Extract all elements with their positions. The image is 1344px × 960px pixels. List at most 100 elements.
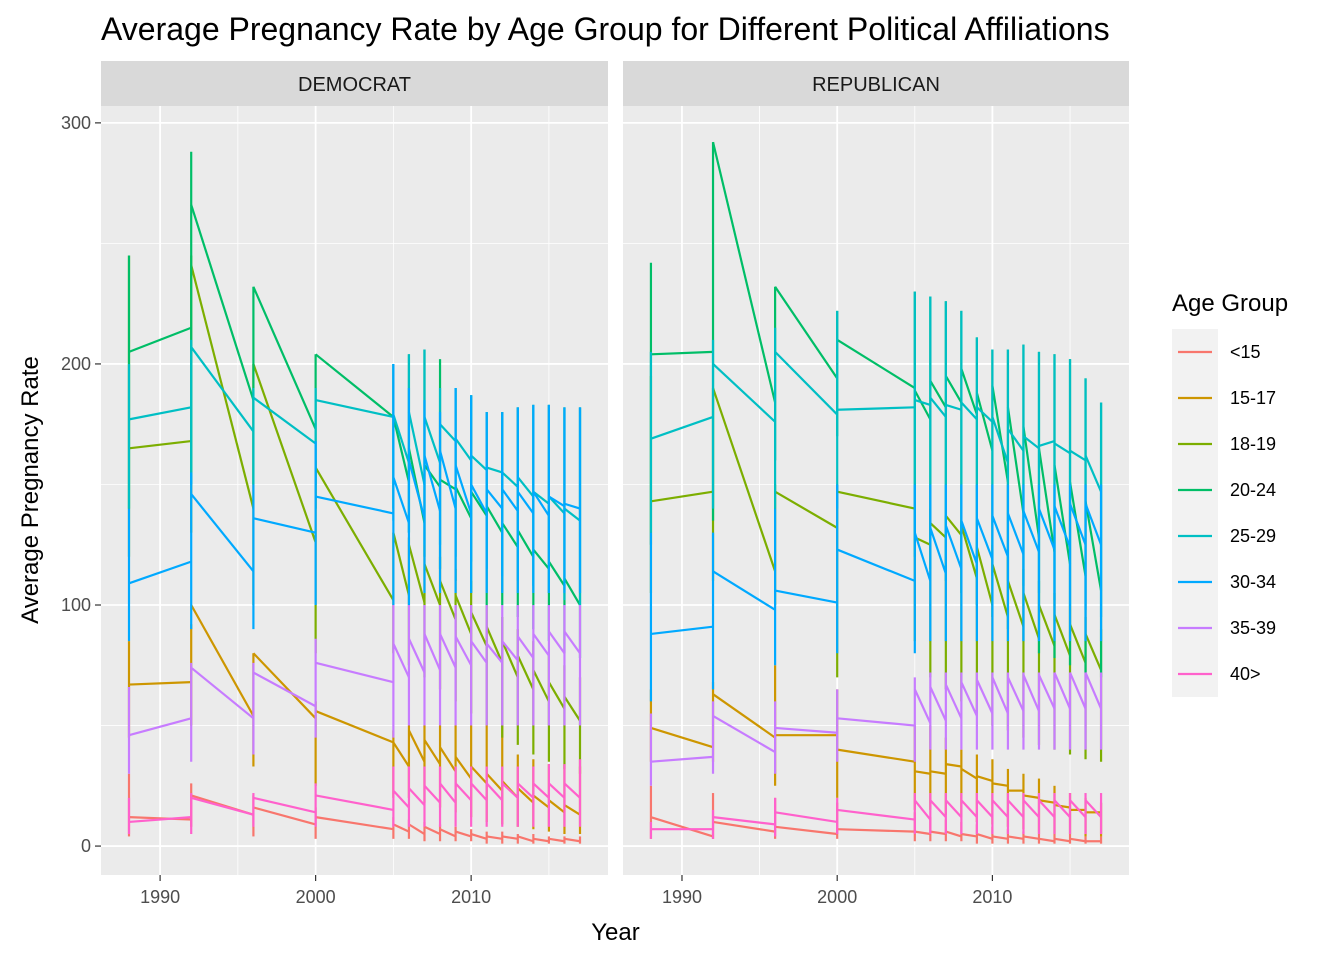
series-segment — [407, 411, 426, 485]
series-segment — [1023, 835, 1040, 840]
y-tick-label: 200 — [61, 354, 91, 374]
series-segment — [252, 286, 317, 430]
series-segment — [929, 380, 947, 408]
series-segment — [128, 439, 192, 450]
series-35-39 — [649, 672, 1103, 786]
series-segment — [439, 580, 457, 620]
facet-strip — [623, 61, 1129, 106]
series-segment — [128, 406, 192, 421]
x-axis-title: Year — [591, 919, 640, 946]
series-segment — [470, 491, 488, 517]
x-tick-label: 2000 — [296, 887, 336, 907]
legend-item-20-24: 20-24 — [1172, 467, 1276, 513]
series-segment — [650, 755, 714, 763]
series-segment — [1037, 508, 1056, 550]
series-segment — [1069, 837, 1086, 843]
series-30-34 — [127, 363, 582, 642]
series-35-39 — [127, 605, 582, 774]
series-segment — [315, 794, 394, 811]
series-segment — [517, 782, 535, 799]
series-segment — [548, 782, 566, 799]
series-segment — [563, 577, 581, 606]
series-segment — [1084, 501, 1103, 591]
series-segment — [407, 638, 426, 673]
x-axis: 1990 2000 2010 — [140, 875, 491, 907]
series-segment — [407, 544, 426, 603]
series-segment — [1084, 633, 1103, 671]
series-segment — [485, 488, 504, 510]
series-segment — [423, 739, 441, 765]
facet-panels: DEMOCRAT 1990 2000 2010 0 100 200 300 REPUBLICAN… — [61, 61, 1129, 907]
series-segment — [454, 635, 473, 666]
series-segment — [913, 688, 932, 724]
series-segment — [976, 406, 994, 423]
series-segment — [516, 635, 535, 659]
series-segment — [485, 782, 504, 802]
series-segment — [439, 782, 457, 804]
series-group — [127, 151, 582, 844]
series-segment — [315, 399, 394, 419]
series-segment — [455, 830, 472, 838]
series-segment — [454, 594, 473, 635]
series-segment — [929, 686, 947, 722]
series-segment — [190, 346, 255, 433]
series-segment — [485, 642, 504, 664]
series-segment — [485, 505, 504, 534]
series-segment — [454, 782, 472, 802]
series-segment — [650, 490, 714, 503]
chart-title: Average Pregnancy Rate by Age Group for … — [101, 11, 1110, 47]
series-segment — [991, 563, 1009, 618]
series-segment — [836, 338, 916, 389]
series-segment — [1053, 799, 1071, 818]
series-segment — [563, 630, 581, 654]
series-segment — [774, 351, 838, 416]
series-segment — [548, 837, 565, 843]
series-segment — [454, 756, 473, 780]
series-segment — [408, 823, 426, 835]
series-segment — [1069, 672, 1087, 710]
series-segment — [944, 684, 963, 719]
series-segment — [992, 782, 1009, 787]
series-segment — [516, 491, 535, 515]
series-segment — [563, 782, 581, 799]
x-tick-label: 2010 — [972, 887, 1012, 907]
series-segment — [1068, 623, 1087, 664]
series-segment — [532, 669, 550, 702]
series-segment — [501, 522, 519, 548]
series-segment — [945, 799, 963, 818]
series-segment — [712, 820, 776, 833]
series-segment — [929, 527, 947, 575]
series-segment — [190, 604, 255, 717]
series-segment — [392, 416, 411, 483]
series-segment — [1038, 799, 1056, 818]
series-segment — [991, 515, 1009, 558]
series-segment — [501, 640, 519, 678]
series-segment — [392, 414, 410, 464]
series-segment — [532, 782, 550, 799]
series-segment — [712, 816, 776, 826]
series-segment — [1022, 435, 1040, 450]
series-segment — [252, 363, 317, 543]
series-segment — [1053, 465, 1072, 565]
series-segment — [1069, 799, 1087, 818]
series-segment — [944, 375, 963, 404]
series-segment — [1038, 837, 1055, 843]
series-segment — [563, 507, 581, 522]
series-segment — [837, 717, 915, 727]
series-segment — [914, 770, 931, 775]
series-segment — [315, 495, 394, 515]
series-segment — [392, 532, 411, 596]
series-segment — [563, 696, 581, 722]
series-segment — [486, 835, 503, 840]
legend-item-40gt: 40> — [1172, 651, 1261, 697]
series-segment — [1023, 794, 1040, 799]
legend-item-30-34: 30-34 — [1172, 559, 1276, 605]
series-segment — [960, 368, 978, 415]
x-tick-label: 1990 — [140, 887, 180, 907]
series-segment — [470, 765, 488, 785]
series-segment — [774, 286, 839, 380]
series-segment — [1022, 510, 1041, 553]
panel-democrat: DEMOCRAT 1990 2000 2010 0 100 200 300 — [61, 61, 608, 907]
series-segment — [438, 450, 457, 509]
series-segment — [650, 625, 714, 636]
